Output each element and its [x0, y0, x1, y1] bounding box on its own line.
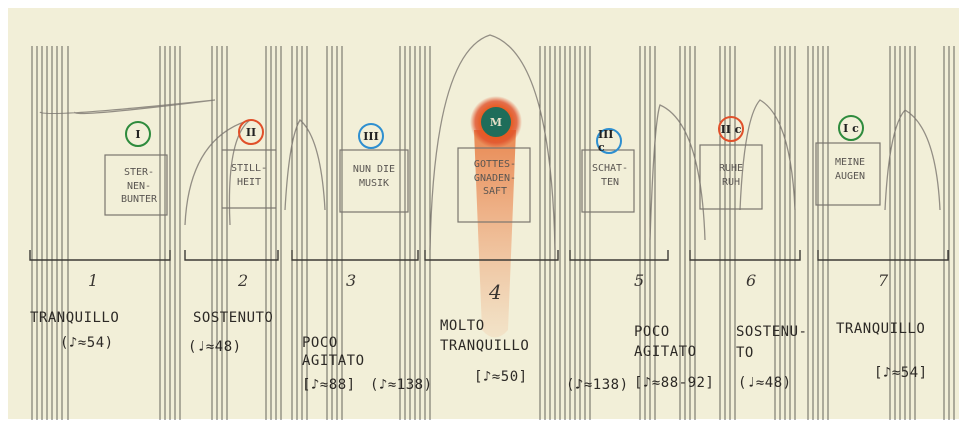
tempo-mark-6b: (♩≈48)	[738, 375, 792, 391]
roman-circle-1: I	[125, 121, 151, 147]
arch-1	[39, 99, 216, 115]
box-text-3: NUN DIE MUSIK	[352, 164, 396, 189]
tempo-mark-6: [♪≈88-92]	[634, 375, 715, 391]
section-number-5: 5	[634, 271, 645, 290]
roman-circle-6: II c	[718, 116, 744, 142]
box-text-7: MEINE AUGEN	[834, 157, 866, 182]
arch-6	[739, 99, 796, 211]
section-number-6: 6	[746, 271, 757, 290]
light-shaft	[474, 130, 516, 338]
arch-7	[884, 109, 941, 211]
tempo-text-1: TRANQUILLO	[30, 310, 120, 326]
text-box-4	[457, 147, 531, 223]
section-number-7: 7	[878, 271, 889, 290]
bracket-3	[291, 250, 419, 261]
bracket-6	[689, 250, 801, 261]
tempo-text-2: SOSTENUTO	[193, 310, 274, 326]
section-number-2: 2	[238, 271, 249, 290]
text-box-7	[815, 142, 881, 206]
section-number-4: 4	[489, 280, 502, 304]
arch-4	[429, 34, 556, 251]
bracket-5	[569, 250, 669, 261]
section-number-3: 3	[346, 271, 357, 290]
roman-circle-4: M	[481, 107, 511, 137]
tempo-text-4: MOLTO TRANQUILLO	[440, 318, 530, 355]
box-text-1: STER- NEN- BUNTER	[120, 167, 158, 205]
bracket-7	[817, 250, 949, 261]
tempo-text-3: POCO AGITATO	[302, 335, 365, 370]
bracket-2	[184, 250, 279, 261]
text-box-6	[699, 144, 763, 210]
tempo-mark-5: (♪≈138)	[566, 377, 629, 393]
tempo-mark-3: [♪≈88]	[302, 377, 356, 393]
roman-circle-2: II	[238, 119, 264, 145]
box-text-6: RUHE RUH	[718, 163, 744, 188]
tempo-text-6b: SOSTENU- TO	[736, 324, 808, 361]
tempo-mark-2: (♩≈48)	[188, 339, 242, 355]
box-text-5: SCHAT- TEN	[591, 163, 629, 188]
roman-circle-7: I c	[838, 115, 864, 141]
arch-5	[649, 104, 706, 241]
box-text-2: STILL- HEIT	[230, 163, 268, 188]
roman-circle-5: III c	[596, 128, 622, 154]
tempo-mark-3b: (♪≈138)	[370, 377, 433, 393]
text-box-1	[104, 154, 168, 216]
bracket-4	[424, 250, 559, 261]
box-text-4: GOTTES- GNADEN- SAFT	[473, 159, 517, 197]
roman-circle-3: III	[358, 123, 384, 149]
section-number-1: 1	[88, 271, 99, 290]
text-box-2	[221, 149, 277, 209]
tempo-mark-4: [♪≈50]	[474, 369, 528, 385]
tempo-text-7: TRANQUILLO	[836, 321, 926, 337]
tempo-mark-1: (♪≈54)	[60, 335, 114, 351]
bracket-1	[29, 250, 171, 261]
text-box-3	[339, 149, 409, 213]
tempo-text-6: POCO AGITATO	[634, 324, 697, 361]
arch-3	[284, 119, 326, 211]
tempo-mark-7: [♪≈54]	[874, 365, 928, 381]
